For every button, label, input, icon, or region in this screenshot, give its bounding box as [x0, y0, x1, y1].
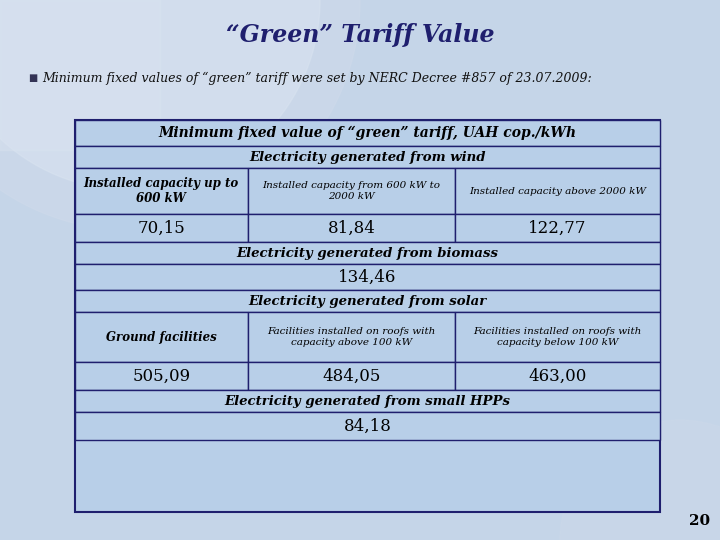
Bar [455, 312, 660, 362]
Text: 505,09: 505,09 [132, 368, 190, 384]
Circle shape [0, 0, 360, 230]
Bar [455, 168, 660, 214]
Circle shape [560, 420, 720, 540]
Text: Minimum fixed values of “green” tariff were set by NERC Decree #857 of 23.07.200: Minimum fixed values of “green” tariff w… [42, 71, 592, 85]
Text: Electricity generated from solar: Electricity generated from solar [248, 294, 487, 307]
Text: Installed capacity from 600 kW to
2000 kW: Installed capacity from 600 kW to 2000 k… [262, 181, 441, 201]
Text: 20: 20 [689, 514, 710, 528]
Text: ■: ■ [28, 73, 37, 83]
Bar [75, 120, 660, 512]
Text: 463,00: 463,00 [528, 368, 587, 384]
Text: “Green” Tariff Value: “Green” Tariff Value [226, 23, 494, 47]
Text: Ground facilities: Ground facilities [106, 330, 217, 343]
Bar [75, 214, 248, 242]
Bar [0, 0, 160, 150]
Bar [75, 412, 660, 440]
Text: 122,77: 122,77 [528, 219, 587, 237]
Bar [75, 264, 660, 290]
Text: 70,15: 70,15 [138, 219, 185, 237]
Text: Electricity generated from biomass: Electricity generated from biomass [236, 246, 498, 260]
Text: Facilities installed on roofs with
capacity above 100 kW: Facilities installed on roofs with capac… [267, 327, 436, 347]
Text: Installed capacity up to
600 kW: Installed capacity up to 600 kW [84, 177, 239, 206]
Text: 84,18: 84,18 [343, 417, 392, 435]
Bar [75, 168, 248, 214]
Text: Minimum fixed value of “green” tariff, UAH cop./kWh: Minimum fixed value of “green” tariff, U… [158, 126, 577, 140]
Bar [75, 362, 248, 390]
Circle shape [0, 0, 320, 190]
Text: Installed capacity above 2000 kW: Installed capacity above 2000 kW [469, 186, 646, 195]
Text: 81,84: 81,84 [328, 219, 375, 237]
Bar [75, 242, 660, 264]
Bar [455, 362, 660, 390]
Bar [75, 290, 660, 312]
Bar [75, 120, 660, 146]
Bar [248, 214, 455, 242]
Text: 134,46: 134,46 [338, 268, 397, 286]
Bar [75, 146, 660, 168]
Bar [75, 312, 248, 362]
Bar [248, 168, 455, 214]
Bar [75, 390, 660, 412]
Text: Electricity generated from wind: Electricity generated from wind [249, 151, 486, 164]
Text: Facilities installed on roofs with
capacity below 100 kW: Facilities installed on roofs with capac… [474, 327, 642, 347]
Bar [248, 362, 455, 390]
Bar [455, 214, 660, 242]
Bar [248, 312, 455, 362]
Text: 484,05: 484,05 [323, 368, 381, 384]
Text: Electricity generated from small HPPs: Electricity generated from small HPPs [225, 395, 510, 408]
